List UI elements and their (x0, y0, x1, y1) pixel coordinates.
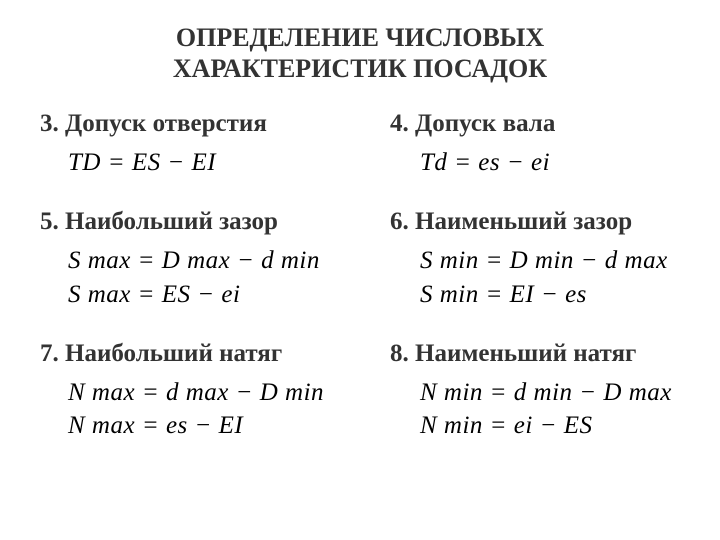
item-4-heading: 4. Допуск вала (380, 110, 680, 138)
item-4-formula-1: Td = es − ei (380, 146, 680, 180)
item-3-formula-1: TD = ES − EI (40, 146, 340, 180)
item-8: 8. Наименьший натяг N min = d min − D ma… (380, 340, 680, 444)
item-3: 3. Допуск отверстия TD = ES − EI (40, 110, 340, 180)
item-6-heading: 6. Наименьший зазор (380, 208, 680, 236)
item-7: 7. Наибольший натяг N max = d max − D mi… (40, 340, 340, 444)
item-7-heading: 7. Наибольший натяг (40, 340, 340, 368)
page-title: ОПРЕДЕЛЕНИЕ ЧИСЛОВЫХ ХАРАКТЕРИСТИК ПОСАД… (40, 22, 680, 84)
item-6: 6. Наименьший зазор S min = D min − d ma… (380, 208, 680, 312)
item-5: 5. Наибольший зазор S max = D max − d mi… (40, 208, 340, 312)
item-5-heading: 5. Наибольший зазор (40, 208, 340, 236)
item-4: 4. Допуск вала Td = es − ei (380, 110, 680, 180)
title-line-2: ХАРАКТЕРИСТИК ПОСАДОК (173, 54, 547, 83)
item-7-formula-2: N max = es − EI (40, 409, 340, 443)
item-5-formula-1: S max = D max − d min (40, 244, 340, 278)
item-3-heading: 3. Допуск отверстия (40, 110, 340, 138)
item-5-formula-2: S max = ES − ei (40, 278, 340, 312)
item-8-heading: 8. Наименьший натяг (380, 340, 680, 368)
item-8-formula-1: N min = d min − D max (380, 376, 680, 410)
item-8-formula-2: N min = ei − ES (380, 409, 680, 443)
item-6-formula-1: S min = D min − d max (380, 244, 680, 278)
title-line-1: ОПРЕДЕЛЕНИЕ ЧИСЛОВЫХ (176, 23, 544, 52)
page-root: ОПРЕДЕЛЕНИЕ ЧИСЛОВЫХ ХАРАКТЕРИСТИК ПОСАД… (0, 0, 720, 540)
content-grid: 3. Допуск отверстия TD = ES − EI 4. Допу… (40, 110, 680, 443)
item-7-formula-1: N max = d max − D min (40, 376, 340, 410)
item-6-formula-2: S min = EI − es (380, 278, 680, 312)
